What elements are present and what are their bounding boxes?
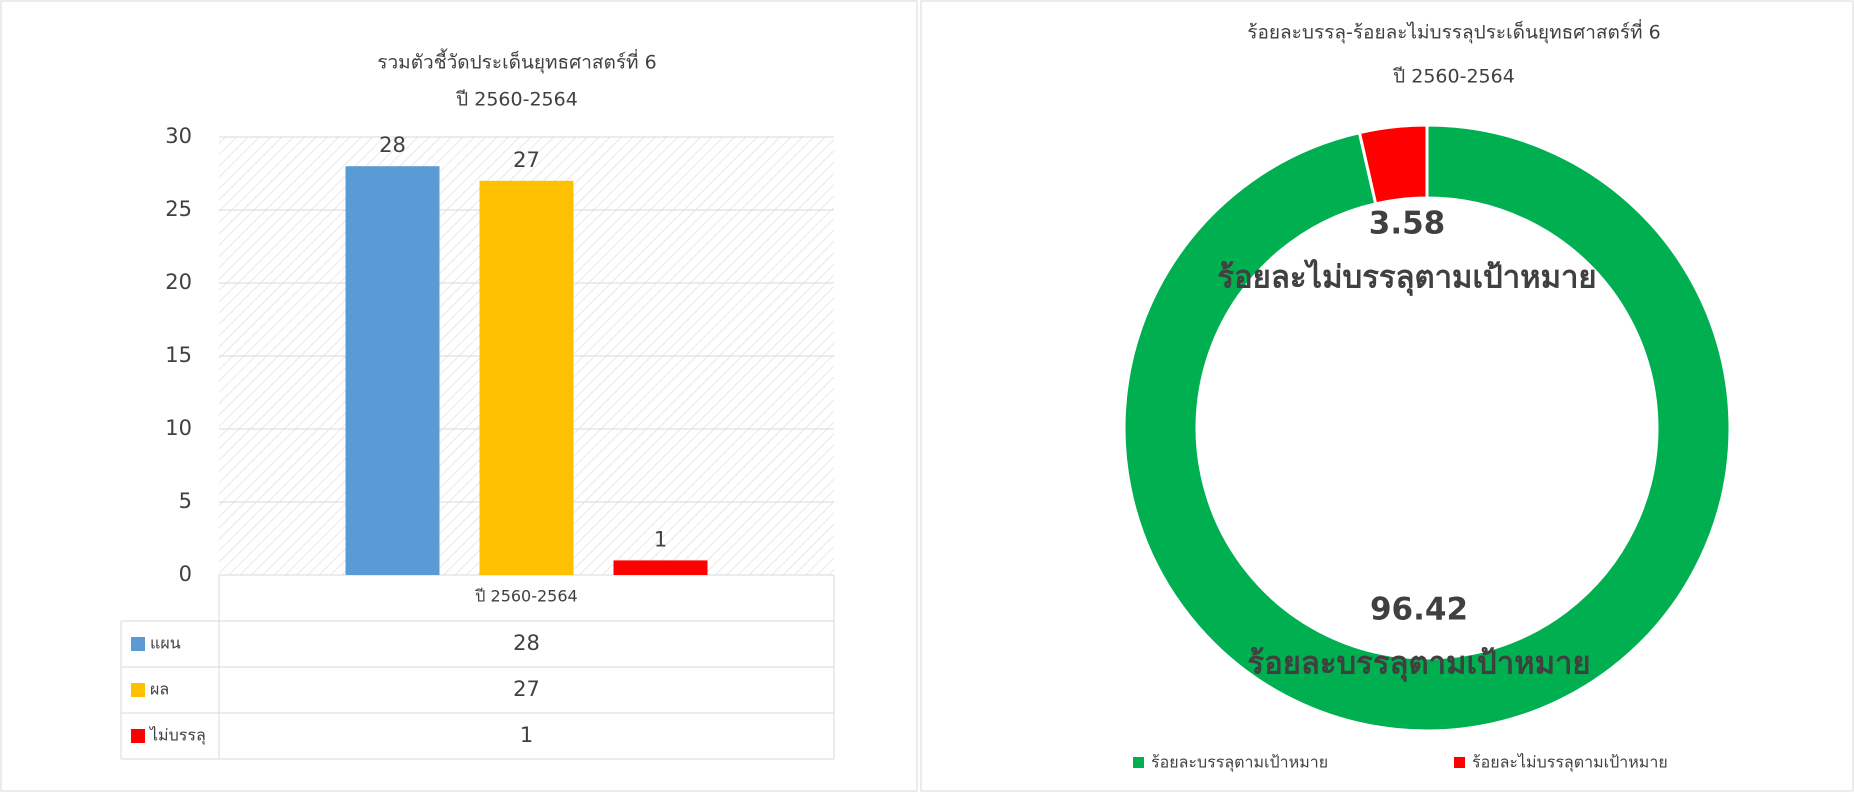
donut-chart: ร้อยละบรรลุ-ร้อยละไม่บรรลุประเด็นยุทธศาส… — [1122, 19, 1732, 773]
table-value: 1 — [520, 723, 533, 747]
legend-label: ร้อยละบรรลุตามเป้าหมาย — [1151, 753, 1328, 773]
legend-swatch — [131, 683, 145, 697]
y-tick-label: 10 — [165, 416, 192, 440]
bar — [613, 560, 708, 575]
chart-title: ร้อยละบรรลุ-ร้อยละไม่บรรลุประเด็นยุทธศาส… — [1247, 19, 1660, 45]
y-tick-label: 5 — [179, 489, 192, 513]
x-tick-label: ปี 2560-2564 — [475, 587, 578, 606]
legend-swatch — [1133, 757, 1144, 768]
legend-label: แผน — [150, 634, 181, 653]
data-label: 1 — [654, 527, 667, 551]
data-label: 28 — [379, 133, 406, 157]
donut-slice — [1357, 123, 1429, 206]
bar-chart: รวมตัวชี้วัดประเด็นยุทธศาสตร์ที่ 6 ปี 256… — [120, 49, 835, 760]
legend-swatch — [131, 637, 145, 651]
legend-label: ร้อยละไม่บรรลุตามเป้าหมาย — [1472, 753, 1668, 773]
y-tick-label: 20 — [165, 270, 192, 294]
table-value: 27 — [513, 677, 540, 701]
legend-swatch — [131, 729, 145, 743]
chart-subtitle: ปี 2560-2564 — [1392, 66, 1514, 88]
y-tick-label: 15 — [165, 343, 192, 367]
left-panel — [0, 0, 918, 792]
data-label-category: ร้อยละบรรลุตามเป้าหมาย — [1247, 646, 1590, 683]
right-panel — [920, 0, 1854, 792]
chart-title: รวมตัวชี้วัดประเด็นยุทธศาสตร์ที่ 6 — [377, 49, 656, 75]
donut-slice — [1122, 123, 1732, 733]
y-tick-label: 25 — [165, 197, 192, 221]
data-label: 3.58 — [1369, 206, 1446, 242]
legend-label: ผล — [150, 680, 169, 699]
y-tick-label: 0 — [179, 562, 192, 586]
data-label-category: ร้อยละไม่บรรลุตามเป้าหมาย — [1217, 259, 1596, 297]
data-label: 96.42 — [1370, 592, 1468, 628]
y-tick-label: 30 — [165, 124, 192, 148]
table-value: 28 — [513, 631, 540, 655]
legend-swatch — [1454, 757, 1465, 768]
bar — [345, 166, 440, 575]
bar — [479, 180, 574, 576]
chart-subtitle: ปี 2560-2564 — [455, 89, 577, 111]
data-label: 27 — [513, 148, 540, 172]
legend-label: ไม่บรรลุ — [148, 726, 206, 746]
